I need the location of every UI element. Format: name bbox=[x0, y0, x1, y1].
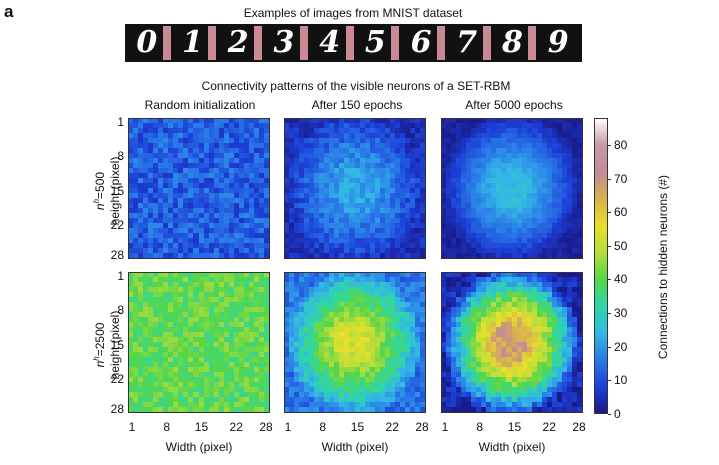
heatmap-canvas bbox=[284, 272, 426, 413]
x-axis-label: Width (pixel) bbox=[478, 440, 546, 454]
x-tick-label: 28 bbox=[572, 420, 586, 434]
x-tick-label: 15 bbox=[350, 420, 365, 434]
colorbar-tick-label: 10 bbox=[614, 373, 628, 388]
column-title-150-epochs: After 150 epochs bbox=[311, 98, 403, 112]
y-tick-label: 8 bbox=[117, 149, 124, 164]
colorbar-tick-label: 50 bbox=[614, 238, 628, 253]
mnist-digit-5: 5 bbox=[364, 25, 386, 60]
mnist-digit-1: 1 bbox=[182, 25, 203, 60]
x-tick-label: 22 bbox=[385, 420, 399, 434]
y-tick-label: 28 bbox=[110, 248, 124, 262]
x-tick-label: 1 bbox=[284, 420, 292, 434]
colorbar-tick-mark bbox=[608, 178, 611, 180]
row-label-nh500: nh=500 height (pixel) bbox=[92, 156, 122, 225]
x-axis-label: Width (pixel) bbox=[165, 440, 233, 454]
row-label-nh2500: nh=2500 height (pixel) bbox=[92, 310, 122, 379]
y-tick-label: 22 bbox=[110, 218, 124, 233]
heatmap-canvas bbox=[441, 118, 583, 259]
mnist-separator bbox=[254, 26, 263, 60]
mnist-separator bbox=[299, 26, 308, 60]
heatmap-panel-nh2500-150-epochs bbox=[284, 272, 426, 413]
colorbar-tick-label: 30 bbox=[614, 306, 628, 321]
colorbar-tick-mark bbox=[608, 313, 611, 315]
heatmap-canvas bbox=[284, 118, 426, 259]
x-tick-label: 15 bbox=[507, 420, 522, 434]
heatmap-panel-nh2500-5000-epochs bbox=[441, 272, 583, 413]
x-tick-label: 8 bbox=[319, 420, 327, 434]
mnist-separator bbox=[482, 26, 491, 60]
column-title-random: Random initialization bbox=[144, 98, 256, 112]
panel-letter: a bbox=[4, 2, 14, 21]
figure-title: Connectivity patterns of the visible neu… bbox=[201, 79, 511, 93]
mnist-digit-2: 2 bbox=[227, 25, 249, 60]
heatmap-canvas bbox=[128, 118, 270, 259]
colorbar-tick-mark bbox=[608, 346, 611, 348]
mnist-digit-4: 4 bbox=[319, 25, 341, 60]
x-tick-label: 1 bbox=[128, 420, 136, 434]
colorbar-tick-label: 40 bbox=[614, 272, 628, 287]
heatmap-panel-nh500-random bbox=[128, 118, 270, 259]
x-tick-label: 8 bbox=[163, 420, 171, 434]
colorbar-tick-label: 0 bbox=[614, 407, 621, 421]
y-tick-label: 28 bbox=[110, 402, 124, 416]
heatmap-canvas bbox=[441, 272, 583, 413]
x-tick-label: 8 bbox=[476, 420, 484, 434]
colorbar-tick-mark bbox=[608, 414, 611, 415]
mnist-separator bbox=[391, 26, 400, 60]
mnist-separator bbox=[436, 26, 445, 60]
colorbar-tick-label: 20 bbox=[614, 339, 628, 354]
colorbar-tick-mark bbox=[608, 279, 611, 281]
x-tick-label: 22 bbox=[229, 420, 243, 434]
x-tick-label: 28 bbox=[415, 420, 429, 434]
x-tick-label: 28 bbox=[259, 420, 273, 434]
heatmap-panel-nh500-150-epochs bbox=[284, 118, 426, 259]
colorbar-label: Connections to hidden neurons (#) bbox=[656, 174, 670, 360]
mnist-digit-0: 0 bbox=[136, 25, 158, 60]
colorbar-tick-label: 60 bbox=[614, 205, 628, 220]
mnist-title: Examples of images from MNIST dataset bbox=[243, 6, 463, 20]
x-tick-label: 15 bbox=[194, 420, 209, 434]
x-axis-label: Width (pixel) bbox=[321, 440, 389, 454]
heatmap-canvas bbox=[128, 272, 270, 413]
y-tick-label: 22 bbox=[110, 372, 124, 387]
mnist-digit-9: 9 bbox=[547, 25, 569, 60]
mnist-separator bbox=[345, 26, 354, 60]
heatmap-panel-nh500-5000-epochs bbox=[441, 118, 583, 259]
colorbar bbox=[594, 118, 608, 414]
mnist-separator bbox=[208, 26, 217, 60]
heatmap-panel-nh2500-random bbox=[128, 272, 270, 413]
mnist-digit-7: 7 bbox=[456, 25, 478, 60]
y-tick-label: 15 bbox=[110, 337, 124, 352]
mnist-digit-8: 8 bbox=[502, 25, 523, 60]
y-tick-label: 8 bbox=[117, 303, 124, 318]
colorbar-tick-mark bbox=[608, 245, 611, 247]
y-tick-label: 1 bbox=[117, 115, 124, 129]
x-tick-label: 1 bbox=[441, 420, 449, 434]
colorbar-tick-mark bbox=[608, 144, 611, 146]
x-tick-label: 22 bbox=[542, 420, 556, 434]
mnist-digit-3: 3 bbox=[273, 25, 295, 60]
column-title-5000-epochs: After 5000 epochs bbox=[465, 98, 563, 112]
colorbar-tick-label: 70 bbox=[614, 171, 628, 186]
y-tick-label: 15 bbox=[110, 183, 124, 198]
colorbar-tick-label: 80 bbox=[614, 137, 628, 152]
mnist-digit-6: 6 bbox=[410, 25, 432, 60]
colorbar-tick-mark bbox=[608, 212, 611, 214]
mnist-separator bbox=[162, 26, 171, 60]
colorbar-tick-mark bbox=[608, 380, 611, 382]
mnist-separator bbox=[528, 26, 537, 60]
y-tick-label: 1 bbox=[117, 269, 124, 283]
